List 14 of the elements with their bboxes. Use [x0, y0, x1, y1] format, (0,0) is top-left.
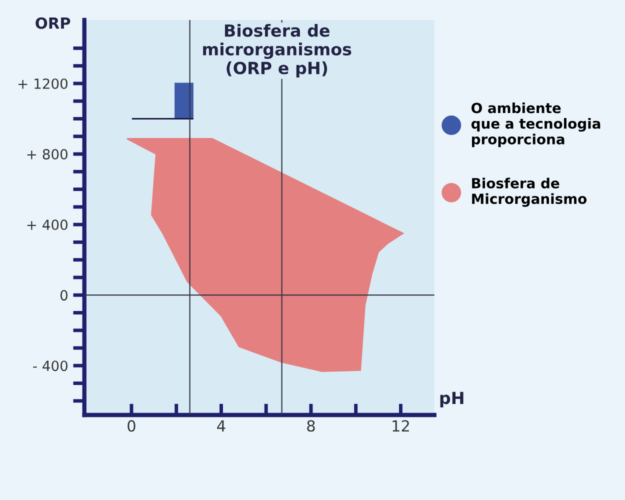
- legend-label: O ambiente que a tecnologia proporciona: [471, 102, 600, 148]
- x-tick-label: 8: [307, 420, 315, 432]
- x-tick-label: 4: [217, 420, 226, 432]
- x-tick-label: 12: [392, 420, 409, 432]
- y-tick-label: - 400: [33, 360, 68, 372]
- x-axis-title: pH: [440, 392, 464, 408]
- x-tick-label: 0: [128, 420, 136, 432]
- y-tick-label: + 400: [27, 220, 68, 230]
- y-tick-label: 0: [60, 290, 68, 301]
- y-axis-title: ORP: [36, 17, 70, 29]
- legend-label: Biosfera de Microrganismo: [472, 178, 587, 207]
- y-tick-label: + 1200: [18, 78, 68, 89]
- text: Biosfera de microrganismos (ORP e pH): [203, 24, 352, 78]
- y-tick-label: + 800: [27, 148, 68, 160]
